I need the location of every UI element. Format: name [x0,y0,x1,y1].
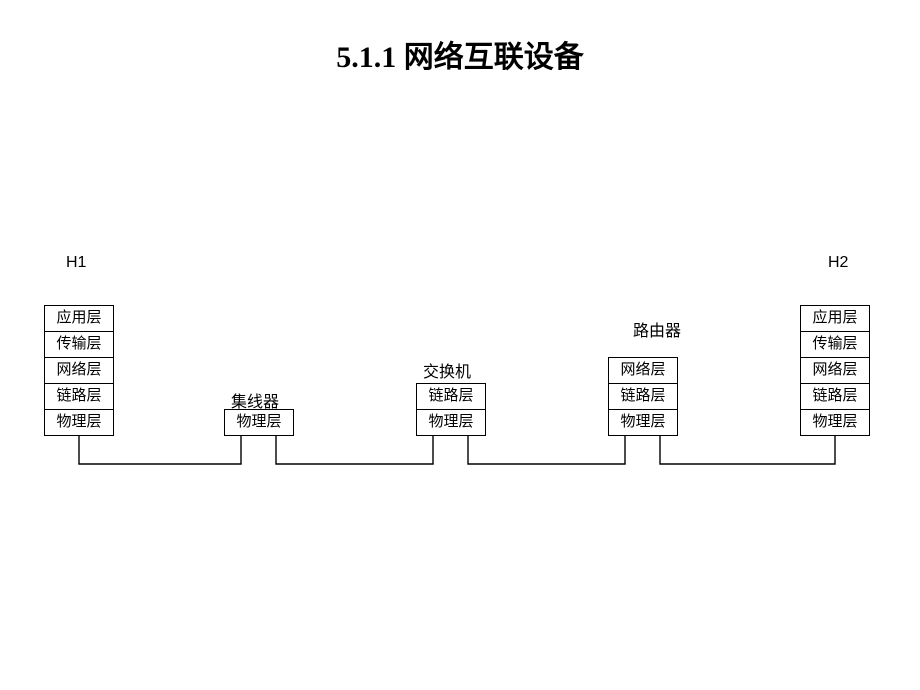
layer-box: 物理层 [44,409,114,436]
layer-box: 物理层 [800,409,870,436]
layer-box: 链路层 [800,383,870,410]
layer-box: 物理层 [224,409,294,436]
layer-box: 网络层 [800,357,870,384]
connector [468,436,625,464]
stack-switch: 链路层物理层 [416,383,486,436]
connector-lines [0,0,920,690]
device-label-h2: H2 [828,254,848,272]
layer-box: 链路层 [416,383,486,410]
device-label-h1: H1 [66,254,86,272]
layer-box: 网络层 [44,357,114,384]
layer-box: 应用层 [44,305,114,332]
layer-box: 物理层 [416,409,486,436]
connector [79,436,241,464]
layer-box: 物理层 [608,409,678,436]
connector [276,436,433,464]
page-title: 5.1.1 网络互联设备 [0,32,920,76]
layer-box: 网络层 [608,357,678,384]
device-label-switch: 交换机 [423,358,471,382]
layer-box: 传输层 [44,331,114,358]
stack-h1: 应用层传输层网络层链路层物理层 [44,305,114,436]
stack-h2: 应用层传输层网络层链路层物理层 [800,305,870,436]
stack-router: 网络层链路层物理层 [608,357,678,436]
layer-box: 链路层 [608,383,678,410]
layer-box: 应用层 [800,305,870,332]
layer-box: 传输层 [800,331,870,358]
layer-box: 链路层 [44,383,114,410]
device-label-router: 路由器 [633,317,681,341]
connector [660,436,835,464]
stack-hub: 物理层 [224,409,294,436]
